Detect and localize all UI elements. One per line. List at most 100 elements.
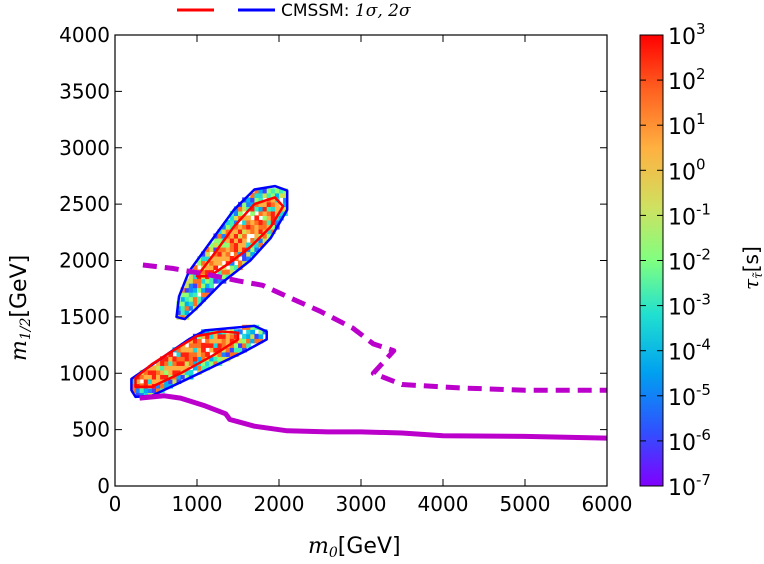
heatmap-cell [246, 329, 251, 335]
heatmap-cell [217, 356, 223, 362]
heatmap-cell [242, 246, 247, 253]
heatmap-cell [221, 242, 227, 248]
heatmap-cell [262, 224, 268, 230]
heatmap-cell [250, 324, 255, 330]
heatmap-cell [217, 278, 223, 284]
heatmap-cell [188, 360, 194, 366]
heatmap-cell [233, 224, 239, 230]
heatmap-cell [197, 365, 202, 371]
heatmap-cell [221, 269, 227, 275]
heatmap-cell [242, 215, 247, 221]
heatmap-cell [270, 192, 276, 198]
colorbar-tick-label: 10-6 [668, 426, 711, 456]
heatmap-cell [201, 342, 206, 348]
heatmap-cell [156, 360, 161, 366]
heatmap-cell [238, 228, 243, 235]
heatmap-cell [192, 356, 198, 362]
heatmap-cell [238, 206, 243, 212]
colorbar-label: ττ̃[s] [739, 246, 764, 290]
heatmap-cell [242, 201, 247, 207]
heatmap-cell [238, 242, 243, 248]
heatmap-cell [205, 246, 210, 253]
heatmap-cell [254, 242, 260, 248]
heatmap-cell [209, 356, 214, 362]
heatmap-cell [151, 369, 157, 375]
heatmap-cell [213, 360, 219, 366]
heatmap-cell [283, 201, 288, 207]
heatmap-cell [139, 387, 145, 394]
heatmap-cell [254, 215, 260, 221]
heatmap-cell [156, 369, 161, 375]
heatmap-cell [164, 374, 169, 380]
heatmap-cell [225, 237, 231, 244]
heatmap-cell [221, 224, 227, 230]
heatmap-cell [242, 228, 247, 235]
heatmap-cell [242, 242, 247, 248]
y-tick-label: 2000 [59, 249, 110, 273]
heatmap-cell [180, 301, 186, 307]
heatmap-cell [188, 356, 194, 362]
heatmap-cell [188, 369, 194, 375]
heatmap-cell [205, 360, 210, 366]
heatmap-cell [221, 342, 227, 348]
heatmap-cell [160, 360, 165, 366]
heatmap-cell [217, 260, 223, 266]
heatmap-cell [270, 210, 276, 216]
heatmap-cell [151, 378, 157, 384]
heatmap-cell [151, 387, 157, 394]
heatmap-cell [242, 338, 247, 344]
heatmap-cell [233, 347, 239, 353]
heatmap-cell [188, 305, 194, 311]
heatmap-cell [258, 242, 264, 248]
heatmap-cell [250, 206, 255, 212]
heatmap-cell [192, 292, 198, 298]
heatmap-cell [184, 292, 190, 298]
heatmap-cell [254, 228, 260, 235]
heatmap-cell [192, 301, 198, 307]
heatmap-cell [225, 351, 231, 357]
heatmap-cell [180, 351, 186, 357]
heatmap-cell [143, 369, 149, 375]
heatmap-cell [135, 378, 141, 384]
heatmap-cell [213, 278, 219, 284]
heatmap-cell [233, 333, 239, 339]
heatmap-cell [242, 251, 247, 257]
colorbar-tick-label: 102 [668, 65, 706, 95]
heatmap-cell [217, 333, 223, 339]
heatmap-cell [172, 378, 178, 384]
heatmap-cell [168, 365, 173, 371]
heatmap-cell [217, 269, 223, 275]
heatmap-cell [262, 215, 268, 221]
heatmap-cell [180, 310, 186, 316]
heatmap-cell [217, 246, 223, 253]
heatmap-cell [242, 206, 247, 212]
heatmap-cell [221, 351, 227, 357]
heatmap-cell [279, 188, 284, 194]
heatmap-cell [172, 369, 178, 375]
heatmap-cell [147, 365, 153, 371]
heatmap-cell [156, 378, 161, 384]
heatmap-cell [192, 278, 198, 284]
series-lines [139, 262, 607, 441]
heatmap-cell [250, 237, 255, 244]
heatmap-cell [258, 338, 264, 344]
x-tick-label: 1000 [172, 492, 223, 516]
heatmap-cell [233, 242, 239, 248]
heatmap-cell [279, 192, 284, 198]
heatmap-cell [135, 387, 141, 394]
heatmap-cell [258, 188, 264, 194]
heatmap-cell [213, 237, 219, 244]
heatmap-cell [229, 215, 235, 221]
heatmap-cell [254, 338, 260, 344]
heatmap-cell [164, 383, 169, 389]
heatmap-cell [184, 296, 190, 302]
heatmap-cell [139, 374, 145, 380]
heatmap-cell [225, 224, 231, 230]
heatmap-cell [197, 342, 202, 348]
legend: CMSSM: 1σ, 2σ [177, 1, 411, 21]
heatmap-cell [225, 255, 231, 262]
heatmap-cell [229, 265, 235, 271]
heatmap-cell [258, 206, 264, 212]
colorbar-tick-label: 10-2 [668, 246, 711, 276]
heatmap-cell [258, 197, 264, 203]
